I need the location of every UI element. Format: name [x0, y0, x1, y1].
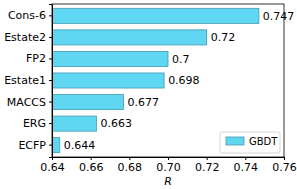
- tick-mark: [129, 157, 130, 160]
- tick: Estate1: [4, 74, 52, 87]
- axis-line: [49, 5, 53, 158]
- tick-label: 0.70: [156, 161, 181, 174]
- x-axis: 0.64 0.66 0.68 0.70 0.72 0.74 0.76: [40, 157, 297, 174]
- tick: ERG: [23, 117, 52, 130]
- tick: 0.74: [234, 157, 258, 174]
- tick: 0.76: [272, 157, 297, 174]
- tick-mark: [49, 102, 52, 103]
- tick-mark: [49, 80, 52, 81]
- bar: [52, 73, 164, 88]
- legend-label: GBDT: [249, 136, 278, 147]
- tick-mark: [49, 58, 52, 59]
- bar: [52, 116, 96, 131]
- tick-mark: [284, 157, 285, 160]
- data-label: 0.663: [100, 117, 132, 130]
- data-label: 0.698: [168, 74, 200, 87]
- tick: FP2: [26, 52, 52, 65]
- tick-mark: [207, 157, 208, 160]
- tick-label: FP2: [26, 52, 46, 65]
- tick-mark: [49, 15, 52, 16]
- data-label: 0.72: [211, 31, 236, 44]
- tick-label: 0.74: [234, 161, 258, 174]
- data-label: 0.677: [128, 96, 159, 109]
- axis-line: [53, 158, 285, 161]
- tick-mark: [49, 37, 52, 38]
- tick: Cons-6: [8, 9, 52, 22]
- tick-label: ECFP: [18, 139, 46, 152]
- tick: MACCS: [7, 96, 52, 109]
- chart: 0.64 0.66 0.68 0.70 0.72 0.74 0.76 Cons-6 Estate…: [0, 0, 297, 189]
- tick: Estate2: [4, 31, 52, 44]
- data-label: 0.747: [263, 10, 295, 23]
- bar: [52, 95, 124, 110]
- y-axis: Cons-6 Estate2 FP2 Estate1 MACCS ERG ECFP: [4, 5, 52, 158]
- bar: [52, 30, 207, 45]
- tick-label: ERG: [23, 117, 46, 130]
- tick: 0.68: [118, 157, 143, 174]
- frame: [52, 4, 284, 157]
- tick-mark: [168, 157, 169, 160]
- bar: [52, 51, 168, 66]
- tick: 0.64: [40, 157, 65, 174]
- tick: 0.72: [195, 157, 220, 174]
- legend-swatch: [226, 137, 244, 145]
- bar: [52, 8, 259, 23]
- tick: ECFP: [18, 139, 52, 152]
- legend-box: [220, 132, 280, 153]
- tick-mark: [245, 157, 246, 160]
- tick-mark: [91, 157, 92, 160]
- tick-label: Cons-6: [8, 9, 46, 22]
- tick: 0.66: [79, 157, 104, 174]
- tick-mark: [49, 123, 52, 124]
- tick-label: Estate1: [4, 74, 46, 87]
- plot: 0.64 0.66 0.68 0.70 0.72 0.74 0.76 Cons-6 Estate…: [4, 4, 297, 174]
- bar: [52, 138, 60, 153]
- tick-label: 0.68: [118, 161, 143, 174]
- tick-label: 0.72: [195, 161, 220, 174]
- tick-label: 0.64: [40, 161, 65, 174]
- tick-mark: [49, 145, 52, 146]
- tick-label: MACCS: [7, 96, 46, 109]
- axis-title: R: [164, 175, 172, 188]
- data-label: 0.644: [64, 139, 96, 152]
- data-label: 0.7: [172, 53, 190, 66]
- bars: [52, 8, 259, 152]
- tick: 0.70: [156, 157, 181, 174]
- tick-label: 0.66: [79, 161, 104, 174]
- legend: GBDT: [220, 132, 280, 153]
- tick-label: Estate2: [4, 31, 46, 44]
- tick-label: 0.76: [272, 161, 297, 174]
